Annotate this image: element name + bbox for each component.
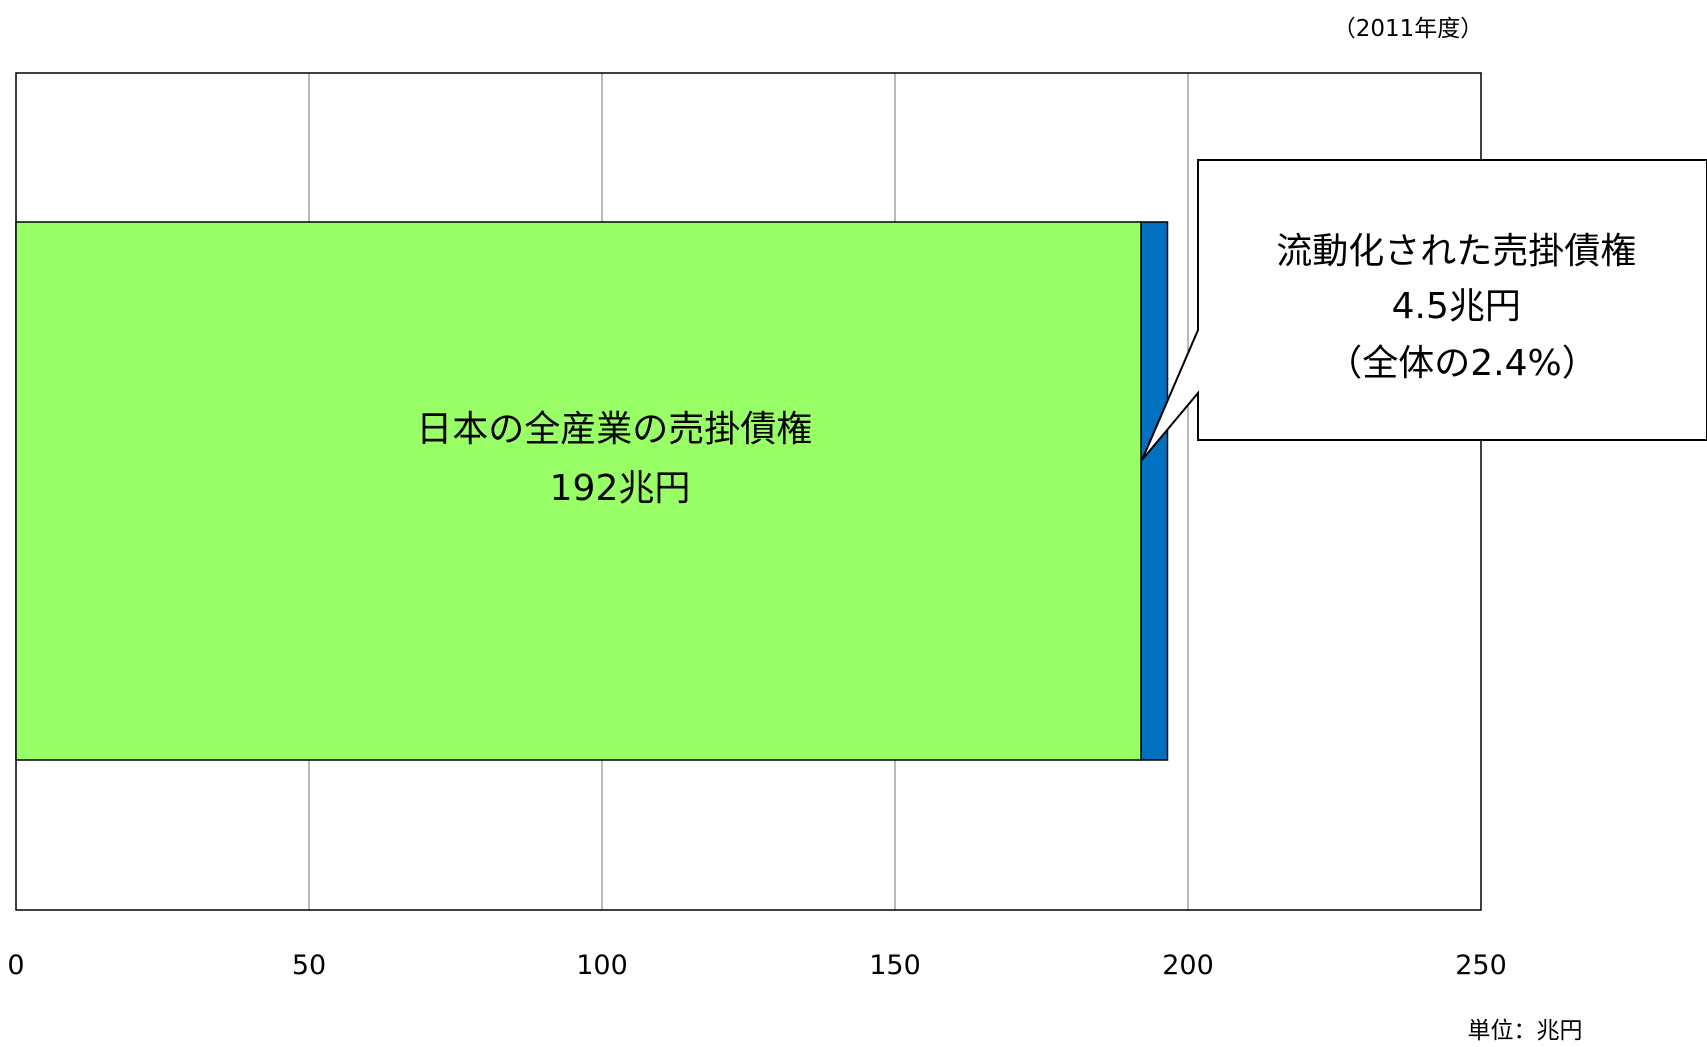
unit-note: 単位：兆円 <box>1468 1018 1583 1044</box>
x-tick-label: 100 <box>576 950 628 981</box>
callout-text: 流動化された売掛債権 4.5兆円 （全体の2.4%） <box>1276 231 1647 384</box>
callout-box <box>1141 159 1707 461</box>
callout-line-3: （全体の2.4%） <box>1326 343 1597 384</box>
bar-label-main-line-2: 192兆円 <box>550 468 691 509</box>
x-tick-label: 200 <box>1162 950 1214 981</box>
bar-segment-securitized-receivables <box>1140 221 1169 761</box>
period-note: （2011年度） <box>1333 16 1484 42</box>
x-tick-label: 50 <box>292 950 326 981</box>
bar-label-main-line-1: 日本の全産業の売掛債権 <box>416 409 812 450</box>
callout-line-2: 4.5兆円 <box>1392 286 1521 327</box>
x-tick-label: 0 <box>7 950 24 981</box>
x-tick-label: 250 <box>1455 950 1507 981</box>
bar-segments <box>15 221 1169 761</box>
callout-line-1: 流動化された売掛債権 <box>1276 231 1636 272</box>
x-axis-tick-labels: 0 50 100 150 200 250 <box>7 950 1506 981</box>
bar-segment-total-receivables <box>15 221 1142 761</box>
bar-label-main: 日本の全産業の売掛債権 192兆円 <box>416 409 823 509</box>
x-tick-label: 150 <box>869 950 921 981</box>
